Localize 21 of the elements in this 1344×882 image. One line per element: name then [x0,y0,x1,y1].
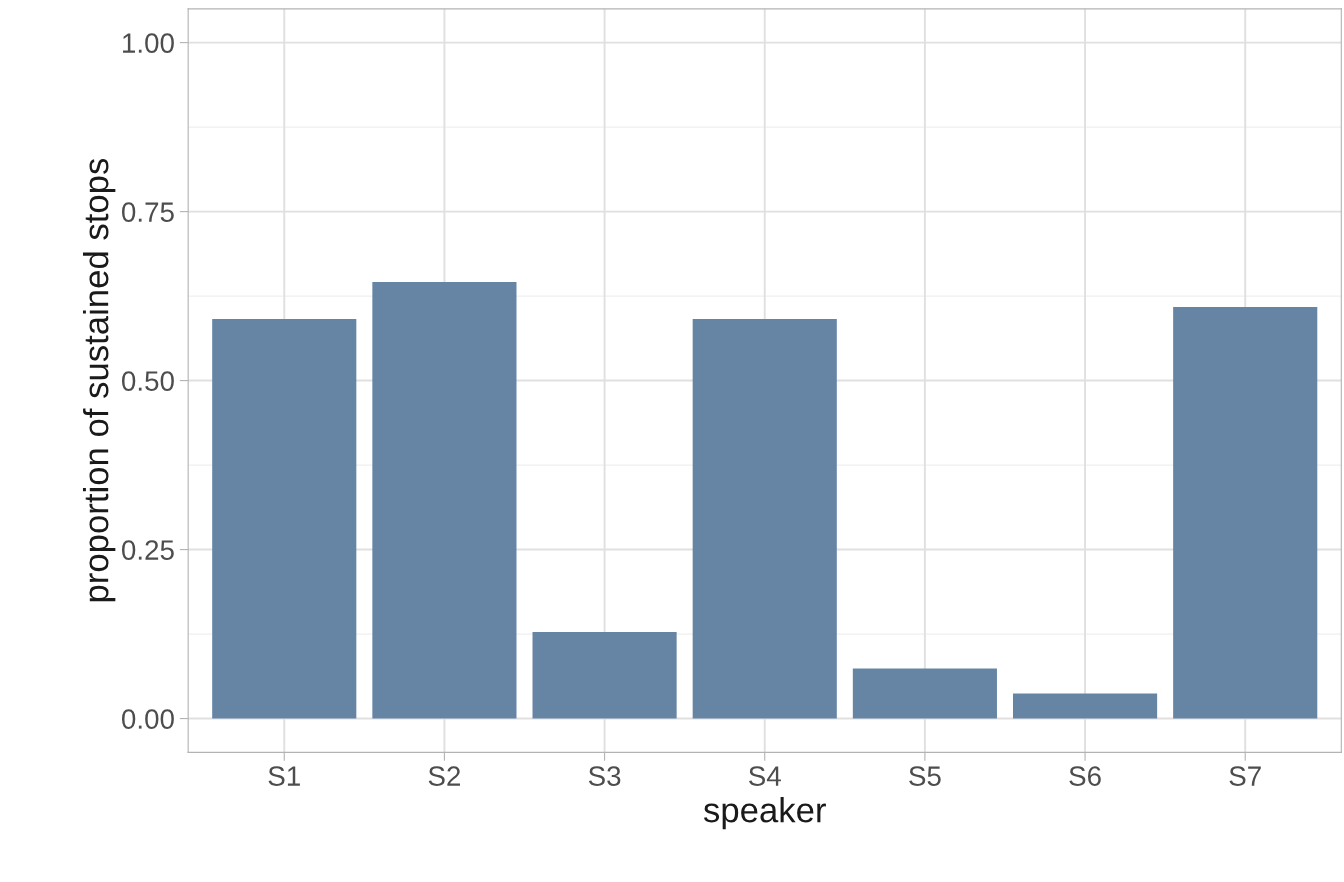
y-tick-label: 1.00 [123,33,174,53]
y-tick-label: 0.75 [121,202,174,222]
bar [692,319,837,719]
x-tick-label: S6 [1069,766,1101,786]
bar [1173,306,1318,719]
x-tick-label: S7 [1229,766,1261,786]
y-tick-label: 0.00 [121,709,174,729]
y-tick-label: 0.50 [121,371,174,391]
bar [852,668,997,719]
x-tick-label: S3 [588,766,621,786]
x-tick-label: S4 [749,766,781,786]
bar [212,319,357,719]
y-axis-title: proportion of sustained stops [82,158,116,602]
x-tick-label: S1 [268,766,300,786]
y-tick-label: 0.25 [121,540,174,560]
bar [1012,693,1158,719]
bar [372,281,517,719]
bar [532,632,677,719]
x-tick-label: S5 [909,766,941,786]
x-axis-title: speaker [703,796,826,830]
x-tick-label: S2 [428,766,461,786]
